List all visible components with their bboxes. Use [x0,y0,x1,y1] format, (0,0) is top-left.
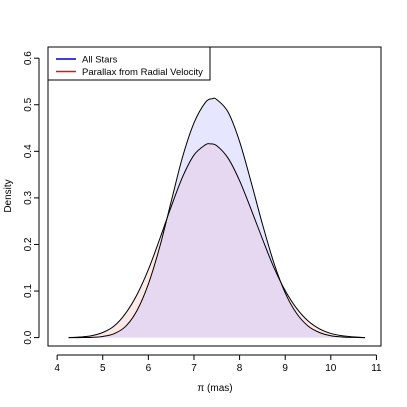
y-tick-label: 0.0 [23,330,34,344]
y-tick-label: 0.6 [23,51,34,65]
legend-box [47,46,211,81]
legend-label-parallax-from-radial-velocity: Parallax from Radial Velocity [82,67,203,78]
y-tick-label: 0.3 [23,191,34,205]
y-tick-label: 0.2 [23,237,34,251]
axis-layer: 4 5 6 7 8 9 10 11 0.0 0.1 0.2 0.3 0.4 0.5 0.6 [23,51,382,374]
series-layer [68,97,366,339]
x-tick-label: 8 [237,363,243,374]
y-tick-label: 0.5 [23,97,34,111]
legend: All Stars Parallax from Radial Velocity [47,46,211,81]
x-tick-label: 9 [282,363,288,374]
plot-frame [47,46,382,347]
series-area-all-stars [68,98,366,338]
x-tick-label: 4 [54,363,60,374]
series-area-parallax-from-radial-velocity [68,143,366,338]
x-tick-label: 7 [191,363,197,374]
legend-label-all-stars: All Stars [82,55,118,66]
x-tick-label: 10 [325,363,337,374]
x-axis-label: π (mas) [197,383,232,394]
y-tick-label: 0.1 [23,284,34,298]
y-axis-label: Density [3,179,14,212]
series-line-all-stars [68,97,366,339]
series-line-parallax-from-radial-velocity [68,143,366,339]
x-tick-label: 6 [146,363,152,374]
x-tick-label: 5 [100,363,106,374]
y-tick-label: 0.4 [23,144,34,158]
x-tick-label: 11 [371,363,382,374]
